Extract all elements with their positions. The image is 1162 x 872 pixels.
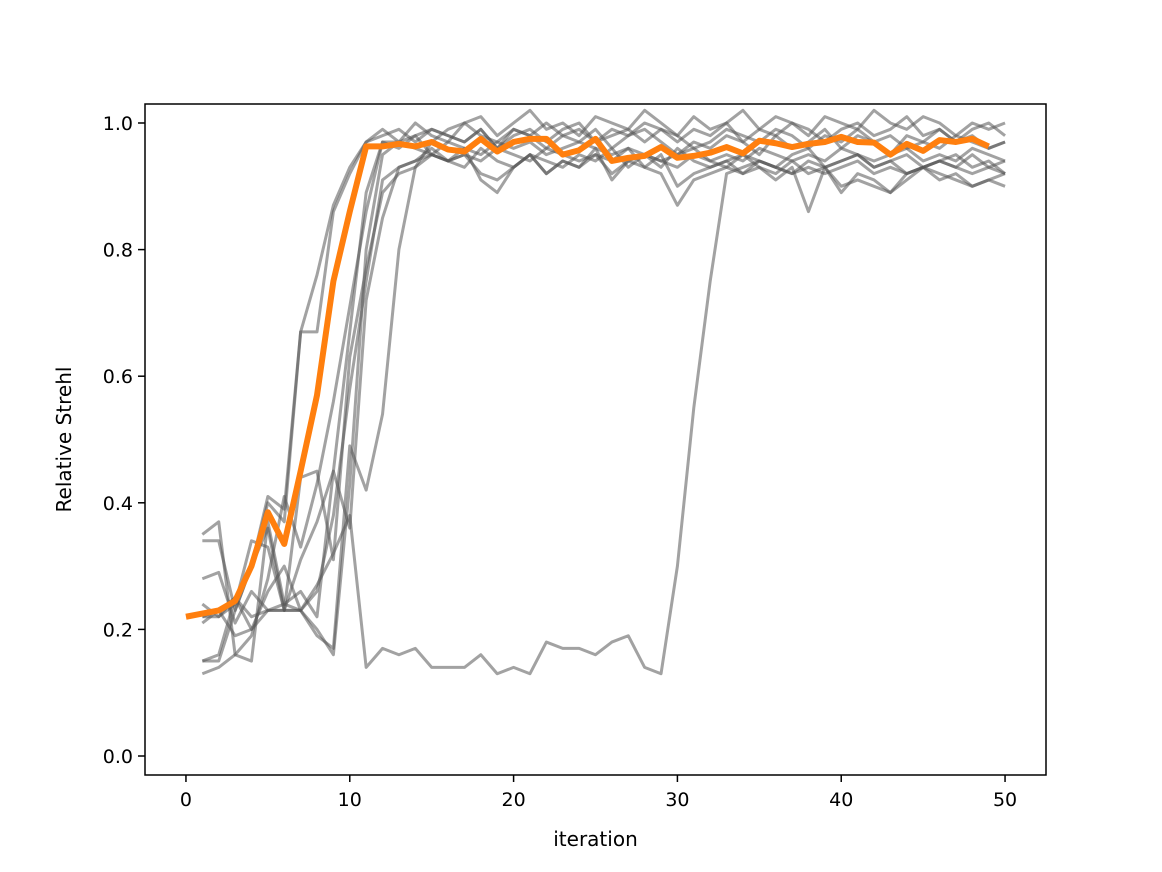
x-axis: 0 10 20 30 40 50 bbox=[180, 775, 1017, 811]
plot-frame bbox=[144, 103, 1047, 776]
x-tick-label: 20 bbox=[501, 789, 525, 811]
x-tick-label: 50 bbox=[993, 789, 1017, 811]
mean-series-group bbox=[185, 133, 990, 620]
trial-line-4 bbox=[201, 146, 1006, 625]
trial-line-7 bbox=[202, 134, 1006, 663]
x-axis-label: iteration bbox=[553, 827, 638, 851]
x-tick-label: 10 bbox=[338, 789, 362, 811]
x-tick-label: 0 bbox=[180, 789, 192, 811]
trial-line-2 bbox=[202, 115, 1006, 612]
x-tick-label: 30 bbox=[665, 789, 689, 811]
y-tick-label: 0.6 bbox=[103, 366, 133, 388]
y-tick-label: 0.2 bbox=[103, 619, 133, 641]
mean-line bbox=[185, 133, 990, 620]
trial-line-9 bbox=[201, 153, 1006, 676]
y-tick-label: 0.0 bbox=[103, 746, 133, 768]
y-axis-label: Relative Strehl bbox=[52, 367, 76, 513]
y-tick-label: 0.8 bbox=[103, 240, 133, 262]
x-tick-label: 40 bbox=[829, 789, 853, 811]
y-tick-label: 0.4 bbox=[103, 493, 133, 515]
y-tick-label: 1.0 bbox=[103, 113, 133, 135]
y-axis: 0.0 0.2 0.4 0.6 0.8 1.0 bbox=[103, 113, 145, 768]
